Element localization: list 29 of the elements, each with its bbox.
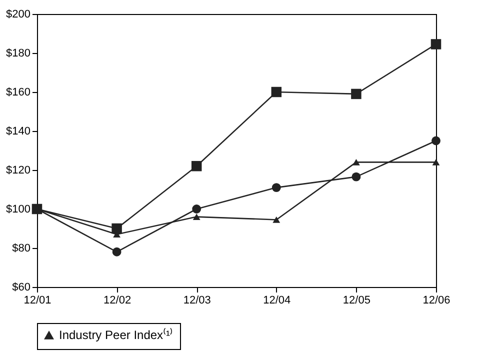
point — [432, 158, 440, 166]
point — [112, 247, 122, 256]
point — [351, 88, 362, 100]
y-tick-label: $60 — [12, 282, 30, 294]
point — [272, 183, 281, 192]
legend-label: Industry Peer Index⁽¹⁾ — [59, 328, 174, 342]
x-tick-label: 12/01 — [24, 294, 52, 306]
y-tick-label: $200 — [6, 8, 30, 20]
point — [192, 204, 202, 214]
point — [430, 39, 442, 50]
point — [352, 172, 361, 182]
y-tick-label: $120 — [6, 164, 30, 176]
point — [192, 214, 200, 220]
y-tick-label: $140 — [6, 126, 30, 138]
y-tick-label: $80 — [12, 242, 30, 254]
x-tick-label: 12/02 — [104, 294, 132, 306]
point — [271, 86, 282, 98]
x-tick-label: 12/06 — [422, 294, 450, 306]
point — [352, 158, 360, 166]
point — [432, 136, 440, 146]
x-tick-label: 12/05 — [342, 294, 370, 306]
point — [191, 160, 202, 172]
y-tick-label: $180 — [6, 48, 30, 60]
y-tick-label: $160 — [6, 86, 30, 98]
y-tick-label: $100 — [6, 204, 30, 216]
point — [272, 216, 280, 223]
point — [112, 223, 122, 234]
x-tick-label: 12/04 — [263, 294, 291, 306]
x-tick-label: 12/03 — [183, 294, 211, 306]
